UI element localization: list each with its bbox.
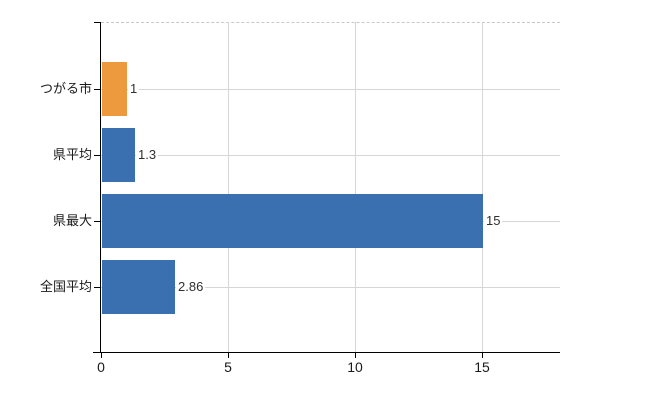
category-label: 県最大 bbox=[52, 213, 92, 228]
gridline-vertical bbox=[228, 22, 229, 352]
value-label: 15 bbox=[484, 213, 503, 229]
y-axis-tick bbox=[94, 287, 101, 288]
value-label: 2.86 bbox=[176, 279, 206, 295]
category-label: つがる市 bbox=[39, 81, 92, 96]
x-axis-tick bbox=[228, 353, 229, 358]
gridline-vertical bbox=[482, 22, 483, 352]
y-axis bbox=[100, 22, 101, 353]
bar bbox=[102, 128, 135, 182]
x-tick-label: 15 bbox=[474, 359, 490, 375]
y-axis-tick bbox=[94, 89, 101, 90]
y-axis-top-tick bbox=[94, 22, 101, 23]
x-tick-label: 10 bbox=[347, 359, 363, 375]
gridline-horizontal bbox=[101, 89, 560, 90]
gridline-vertical bbox=[355, 22, 356, 352]
x-axis bbox=[93, 352, 560, 353]
value-label: 1 bbox=[128, 81, 140, 97]
y-axis-tick bbox=[94, 155, 101, 156]
x-tick-label: 5 bbox=[224, 359, 232, 375]
plot-top-border bbox=[101, 22, 560, 23]
x-axis-tick bbox=[482, 353, 483, 358]
y-axis-tick bbox=[94, 221, 101, 222]
bar bbox=[102, 62, 127, 116]
bar bbox=[102, 194, 483, 248]
bar bbox=[102, 260, 175, 314]
gridline-horizontal bbox=[101, 287, 560, 288]
category-label: 県平均 bbox=[52, 147, 92, 162]
x-axis-tick bbox=[101, 353, 102, 358]
category-label: 全国平均 bbox=[39, 279, 92, 294]
x-tick-label: 0 bbox=[97, 359, 105, 375]
gridline-horizontal bbox=[101, 155, 560, 156]
plot-area: 1 1.3 15 2.86 bbox=[101, 22, 560, 352]
x-axis-tick bbox=[355, 353, 356, 358]
value-label: 1.3 bbox=[136, 147, 159, 163]
